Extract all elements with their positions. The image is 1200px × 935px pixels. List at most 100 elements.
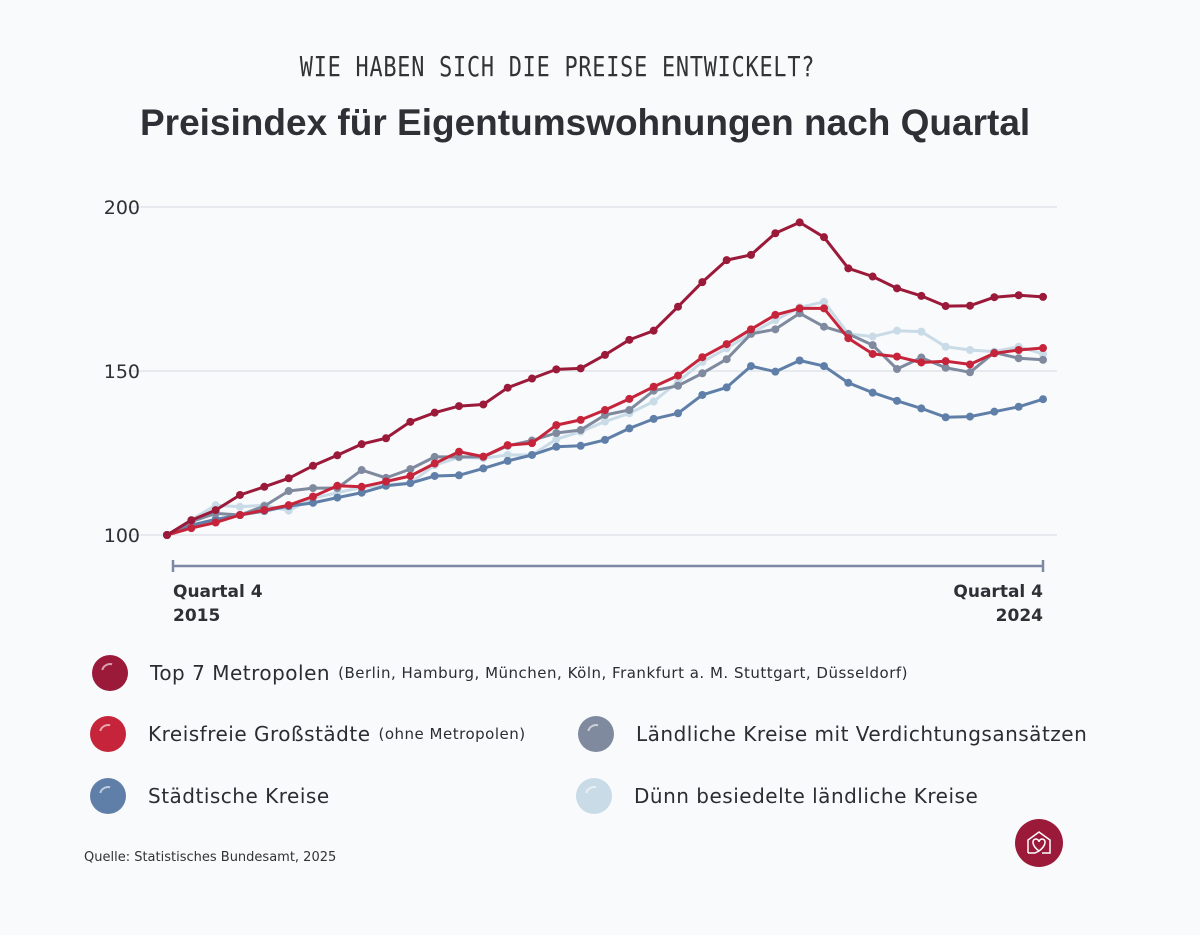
data-point [649,326,658,335]
data-point [941,302,950,311]
legend-item-duenn-besiedelt: Dünn besiedelte ländliche Kreise [576,778,978,814]
data-point [990,349,999,358]
x-end-label-year: 2024 [995,606,1043,626]
data-point [649,382,658,391]
data-point [941,413,950,422]
data-point [406,479,415,488]
data-point [430,408,439,417]
data-point [503,441,512,450]
data-point [917,358,926,367]
data-point [820,297,828,306]
data-point [552,365,561,374]
data-point [357,488,366,497]
data-point [1014,354,1023,363]
y-tick-label: 200 [104,197,140,219]
data-point [966,346,974,355]
legend-label: Kreisfreie Großstädte [148,722,371,746]
data-point [625,394,634,403]
legend-label: Top 7 Metropolen [150,661,331,685]
legend-item-kreisfreie: Kreisfreie Großstädte (ohne Metropolen) [90,716,526,752]
data-point [649,397,658,406]
data-point [576,441,585,450]
data-point [747,250,755,259]
data-point [917,327,926,336]
data-point [601,406,609,415]
data-point [868,388,877,397]
y-tick-label: 150 [104,361,140,383]
data-point [698,369,707,378]
data-point [357,466,366,475]
legend-label: Ländliche Kreise mit Verdichtungsansätze… [636,722,1088,746]
kicker-heading: WIE HABEN SICH DIE PREISE ENTWICKELT? [299,50,816,83]
data-point [552,442,561,451]
data-point [795,304,804,313]
data-point [430,471,439,480]
data-point [309,484,317,493]
data-point [820,233,828,242]
data-point [406,471,415,480]
data-point [674,409,682,418]
data-point [1014,402,1023,411]
data-point [211,518,220,527]
chart-title: Preisindex für Eigentumswohnungen nach Q… [140,102,1031,143]
legend-item-laendliche-verdichtung: Ländliche Kreise mit Verdichtungsansätze… [578,716,1087,752]
data-point [479,452,488,461]
legend-note: (ohne Metropolen) [378,725,526,743]
x-start-label: Quartal 4 2015 [173,580,263,628]
data-point [601,417,609,426]
data-point [357,440,366,449]
data-point [868,272,877,281]
legend-swatch-icon [90,716,126,752]
data-point [990,407,999,416]
data-point [844,264,853,273]
data-point [430,452,439,461]
data-point [771,229,780,238]
data-point [1039,349,1047,358]
data-point [820,304,828,313]
legend-swatch-icon [578,716,614,752]
data-point [576,426,585,435]
data-point [333,481,342,490]
data-point [479,464,488,473]
data-point [747,325,755,334]
data-point [406,465,415,474]
data-point [1039,355,1047,364]
legend-swatch-icon [92,655,128,691]
data-point [868,341,877,350]
data-point [820,362,828,371]
data-point [260,482,269,491]
data-point [528,439,536,448]
data-point [211,506,220,515]
data-point [1014,291,1023,300]
series-line-0 [166,220,1044,537]
legend-note: (Berlin, Hamburg, München, Köln, Frankfu… [338,664,908,682]
data-point [309,492,317,501]
data-point [333,451,342,460]
data-point [893,326,901,335]
data-point [698,390,707,399]
data-point [260,506,269,515]
data-point [771,325,780,334]
data-point [552,435,561,444]
legend-swatch-icon [90,778,126,814]
data-point [795,218,804,227]
data-point [1039,395,1047,404]
data-point [552,428,561,437]
data-point [503,456,512,465]
data-point [722,340,731,349]
data-point [1039,344,1047,353]
data-point [820,322,828,331]
data-point [357,482,366,491]
data-point [333,493,342,502]
data-point [722,383,731,392]
data-point [868,349,877,358]
data-point [771,367,780,376]
data-point [893,396,901,405]
legend-item-staedtische: Städtische Kreise [90,778,330,814]
data-point [455,447,463,456]
legend-label: Dünn besiedelte ländliche Kreise [634,784,979,808]
data-point [625,424,634,433]
legend-swatch-icon [576,778,612,814]
data-point [601,350,609,359]
data-point [966,368,974,377]
